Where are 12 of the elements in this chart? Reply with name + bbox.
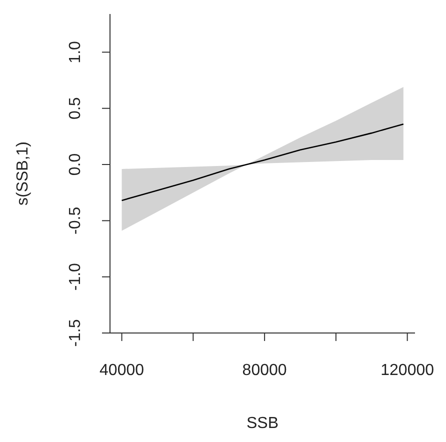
y-tick-label: 1.0 [67,40,84,64]
line-series [121,123,404,202]
x-axis-title: SSB [246,415,279,432]
y-tick-label: -0.5 [67,206,84,234]
y-tick-label: -1.0 [67,262,84,291]
y-tick-label: 0.5 [67,97,84,120]
x-tick-label: 120000 [380,362,434,379]
x-tick-label: 40000 [100,362,144,379]
x-tick-label: 80000 [242,362,287,379]
y-tick-label: -1.5 [67,319,84,347]
y-axis-title: s(SSB,1) [14,141,32,206]
y-tick-label: 0.0 [67,153,84,176]
